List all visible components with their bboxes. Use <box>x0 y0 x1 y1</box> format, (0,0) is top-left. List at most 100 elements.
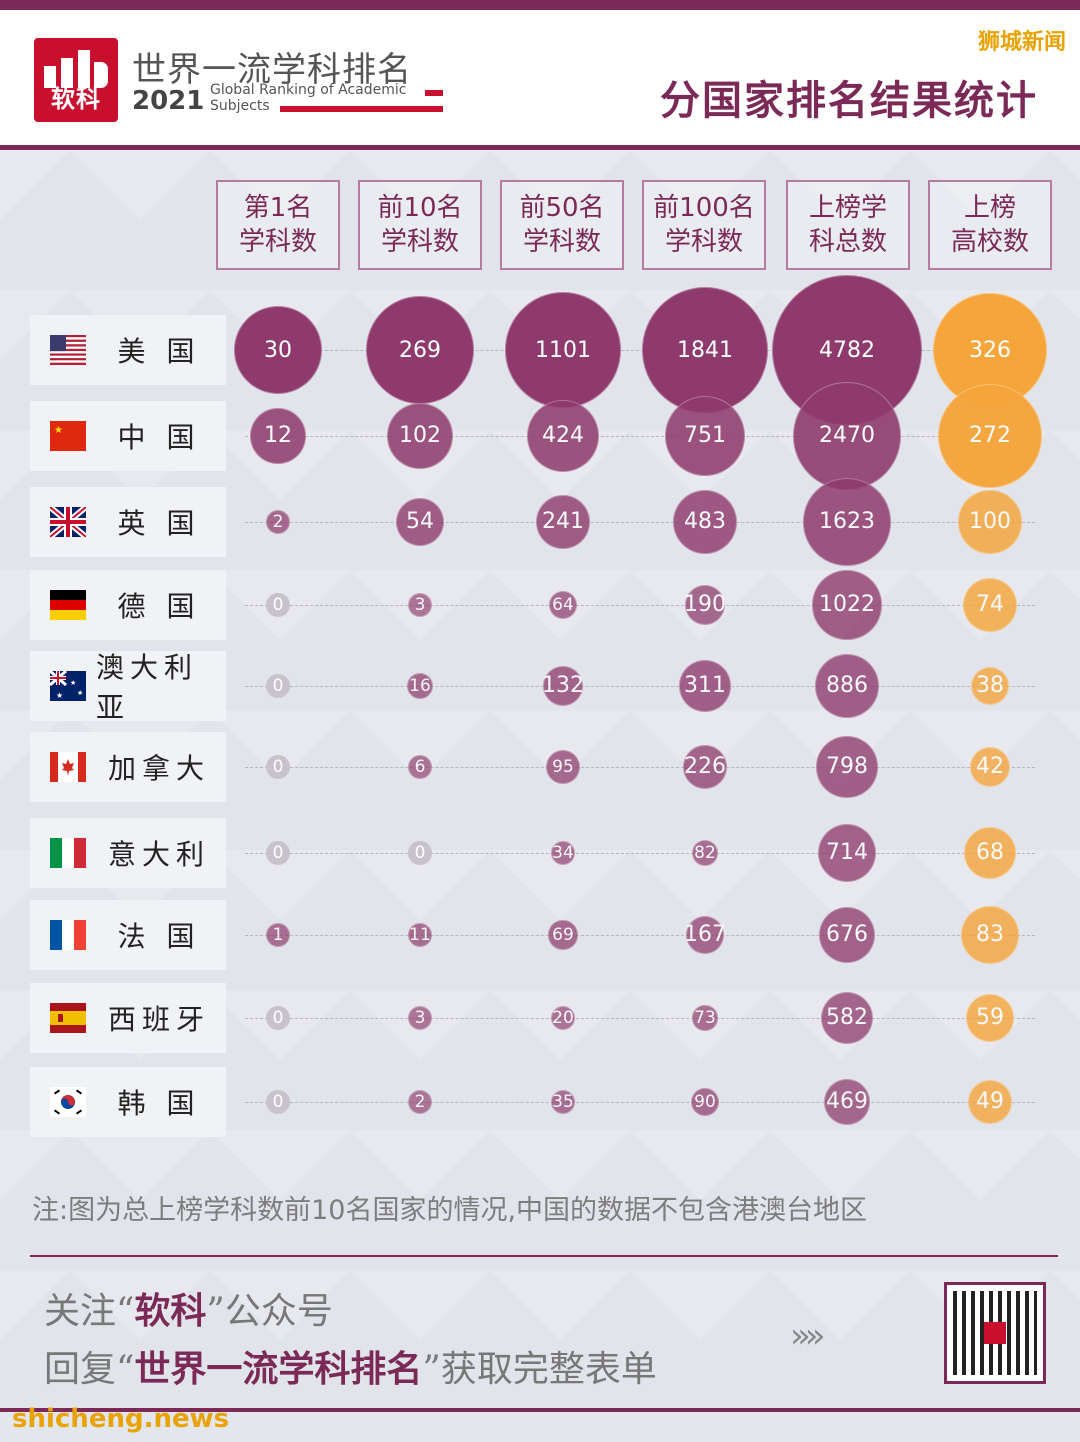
value-bubble: 751 <box>664 395 746 477</box>
value-bubble: 69 <box>548 920 578 950</box>
brand-year: 2021 <box>132 86 205 116</box>
value-bubble: 0 <box>266 1090 290 1114</box>
column-header-line1: 前100名 <box>653 193 755 223</box>
value-bubble: 311 <box>679 660 731 712</box>
country-name: 英 国 <box>117 507 201 540</box>
value-bubble: 1 <box>266 923 290 947</box>
value-bubble: 3 <box>408 1006 432 1030</box>
logo-bars-icon <box>44 50 108 88</box>
country-name: 澳大利亚 <box>96 651 199 724</box>
svg-text:★: ★ <box>77 689 83 697</box>
value-bubble: 30 <box>234 306 322 394</box>
country-row-label: 英 国 <box>30 487 226 557</box>
value-bubble: 886 <box>814 653 880 719</box>
country-row-label: 美 国 <box>30 315 226 385</box>
uk-flag-icon <box>48 504 88 540</box>
row-guide-line <box>245 522 1035 523</box>
reply-instruction: 回复“世界一流学科排名”获取完整表单 <box>44 1348 657 1390</box>
value-bubble: 0 <box>408 841 432 865</box>
row-guide-line <box>245 1018 1035 1019</box>
value-bubble: 16 <box>406 672 434 700</box>
value-bubble: 241 <box>535 494 591 550</box>
svg-text:★: ★ <box>56 691 63 700</box>
row-guide-line <box>245 1102 1035 1103</box>
value-bubble: 424 <box>527 400 599 472</box>
china-flag-icon: ★ <box>50 421 86 451</box>
country-row-label: ★ 中 国 <box>30 401 226 471</box>
column-header-line1: 上榜 <box>963 193 1016 223</box>
brand-underline <box>425 90 443 96</box>
value-bubble: 11 <box>408 923 432 947</box>
value-bubble: 798 <box>816 736 878 798</box>
country-row-label: ★ ★ ★ 澳大利亚 <box>30 651 226 724</box>
value-bubble: 6 <box>408 755 432 779</box>
value-bubble: 34 <box>551 841 575 865</box>
page-title: 分国家排名结果统计 <box>660 78 1038 124</box>
canada-flag-icon <box>50 752 86 782</box>
value-bubble: 2470 <box>793 382 901 490</box>
value-bubble: 100 <box>958 490 1022 554</box>
value-bubble: 483 <box>672 489 738 555</box>
value-bubble: 3 <box>408 593 432 617</box>
value-bubble: 167 <box>684 916 726 954</box>
spain-flag-icon <box>50 1003 86 1033</box>
row-guide-line <box>245 350 1035 351</box>
top-accent-bar <box>0 0 1080 10</box>
column-header-line2: 学科数 <box>380 227 459 257</box>
arrows-icon: »» <box>790 1316 826 1356</box>
value-bubble: 35 <box>551 1090 575 1114</box>
france-flag-icon <box>50 920 86 950</box>
value-bubble: 0 <box>266 593 290 617</box>
header: 软科 世界一流学科排名 2021 Global Ranking of Acade… <box>0 10 1080 150</box>
value-bubble: 83 <box>961 906 1019 964</box>
value-bubble: 272 <box>937 383 1043 489</box>
value-bubble: 190 <box>684 584 726 626</box>
value-bubble: 226 <box>682 744 728 790</box>
australia-flag-icon: ★ ★ ★ <box>49 669 86 701</box>
value-bubble: 68 <box>963 826 1017 880</box>
value-bubble: 102 <box>386 402 454 470</box>
value-bubble: 2 <box>408 1090 432 1114</box>
value-bubble: 714 <box>818 824 876 882</box>
column-header-line2: 科总数 <box>808 227 887 257</box>
brand-title: 世界一流学科排名 <box>132 50 412 90</box>
country-name: 意大利 <box>107 838 210 871</box>
value-bubble: 0 <box>266 841 290 865</box>
country-row-label: 法 国 <box>30 900 226 970</box>
value-bubble: 582 <box>820 991 874 1045</box>
column-header-line2: 学科数 <box>664 227 743 257</box>
value-bubble: 1623 <box>803 478 891 566</box>
us-flag-icon <box>50 335 86 365</box>
value-bubble: 469 <box>823 1078 871 1126</box>
qr-logo <box>984 1322 1006 1344</box>
value-bubble: 59 <box>965 993 1015 1043</box>
column-header-line2: 学科数 <box>522 227 601 257</box>
country-row-label: 意大利 <box>30 818 226 888</box>
brand-subtitle: Global Ranking of Academic Subjects <box>210 82 407 114</box>
value-bubble: 676 <box>818 906 876 964</box>
value-bubble: 95 <box>545 749 581 785</box>
row-guide-line <box>245 935 1035 936</box>
column-header: 上榜学 科总数 <box>786 180 910 270</box>
column-header-line1: 前10名 <box>377 193 463 223</box>
value-bubble: 2 <box>266 510 290 534</box>
row-guide-line <box>245 767 1035 768</box>
row-guide-line <box>245 686 1035 687</box>
svg-text:★: ★ <box>70 679 76 687</box>
value-bubble: 42 <box>969 746 1011 788</box>
column-header: 上榜 高校数 <box>928 180 1052 270</box>
footnote: 注:图为总上榜学科数前10名国家的情况,中国的数据不包含港澳台地区 <box>32 1195 868 1226</box>
column-header: 前10名学科数 <box>358 180 482 270</box>
column-header-line2: 学科数 <box>238 227 317 257</box>
follow-instruction: 关注“软科”公众号 <box>44 1290 333 1332</box>
column-header: 第1名 学科数 <box>216 180 340 270</box>
watermark-bottom: shicheng.news <box>12 1404 230 1434</box>
value-bubble: 38 <box>970 666 1010 706</box>
watermark-top: 狮城新闻 <box>977 30 1066 55</box>
qr-code[interactable] <box>944 1282 1046 1384</box>
value-bubble: 132 <box>542 665 584 707</box>
brand-underline <box>280 106 443 112</box>
value-bubble: 64 <box>549 591 577 619</box>
row-guide-line <box>245 436 1035 437</box>
value-bubble: 1841 <box>642 287 768 413</box>
